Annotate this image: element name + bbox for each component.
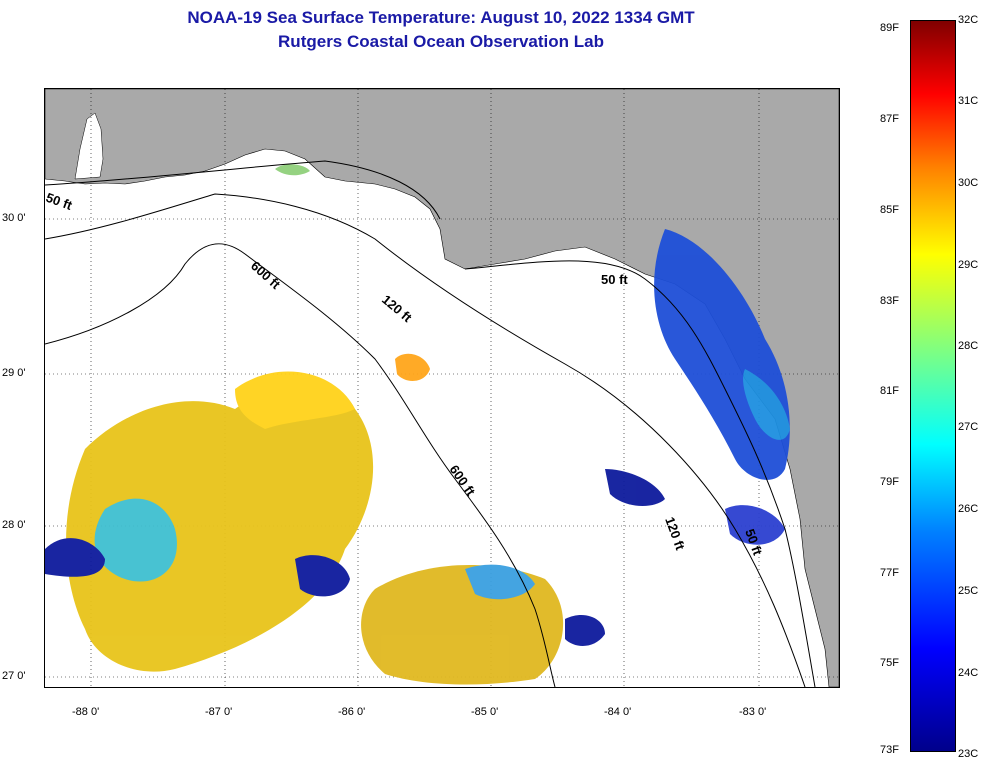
contour-label-120ft-north: 120 ft xyxy=(379,292,415,326)
cb-c-32: 32C xyxy=(958,14,979,26)
temperature-colorbar xyxy=(910,20,956,752)
contour-label-600ft-south: 600 ft xyxy=(447,462,479,499)
lon-label-85: -85 0' xyxy=(471,706,499,718)
lon-label-88: -88 0' xyxy=(72,706,100,718)
map-subtitle: Rutgers Coastal Ocean Observation Lab xyxy=(278,32,604,51)
cb-c-24: 24C xyxy=(958,667,979,679)
contour-50ft-east xyxy=(464,260,816,687)
lat-label-27: 27 0' xyxy=(2,670,26,682)
cb-c-31: 31C xyxy=(958,95,979,107)
cb-c-30: 30C xyxy=(958,177,979,189)
cb-f-87: 87F xyxy=(880,113,899,125)
cb-f-85: 85F xyxy=(880,204,899,216)
contour-50ft xyxy=(45,160,441,220)
map-title: NOAA-19 Sea Surface Temperature: August … xyxy=(187,8,695,27)
contour-600ft xyxy=(45,243,556,687)
lon-label-84: -84 0' xyxy=(604,706,632,718)
sst-map: 50 ft 50 ft 50 ft 120 ft 120 ft 600 ft 6… xyxy=(44,88,840,688)
cb-f-75: 75F xyxy=(880,657,899,669)
mobile-bay xyxy=(74,112,104,180)
cb-c-28: 28C xyxy=(958,340,979,352)
lat-label-30: 30 0' xyxy=(2,212,26,224)
cb-c-23: 23C xyxy=(958,748,979,760)
cb-c-26: 26C xyxy=(958,503,979,515)
cb-f-89: 89F xyxy=(880,22,899,34)
lat-label-29: 29 0' xyxy=(2,367,26,379)
cb-f-83: 83F xyxy=(880,295,899,307)
contour-label-600ft-north: 600 ft xyxy=(248,258,284,292)
contour-label-50ft-north: 50 ft xyxy=(601,272,628,287)
land-mass xyxy=(45,89,839,687)
contour-label-50ft-west: 50 ft xyxy=(45,190,75,213)
cb-f-73: 73F xyxy=(880,744,899,756)
cb-f-81: 81F xyxy=(880,385,899,397)
lon-label-83: -83 0' xyxy=(739,706,767,718)
contour-120ft xyxy=(45,193,806,687)
cb-f-77: 77F xyxy=(880,567,899,579)
cb-f-79: 79F xyxy=(880,476,899,488)
sst-patches xyxy=(45,164,790,685)
cb-c-25: 25C xyxy=(958,585,979,597)
lon-label-86: -86 0' xyxy=(338,706,366,718)
cb-c-27: 27C xyxy=(958,421,979,433)
contours xyxy=(45,160,816,687)
cb-c-29: 29C xyxy=(958,259,979,271)
lat-label-28: 28 0' xyxy=(2,519,26,531)
contour-label-120ft-south: 120 ft xyxy=(662,515,688,553)
lon-label-87: -87 0' xyxy=(205,706,233,718)
